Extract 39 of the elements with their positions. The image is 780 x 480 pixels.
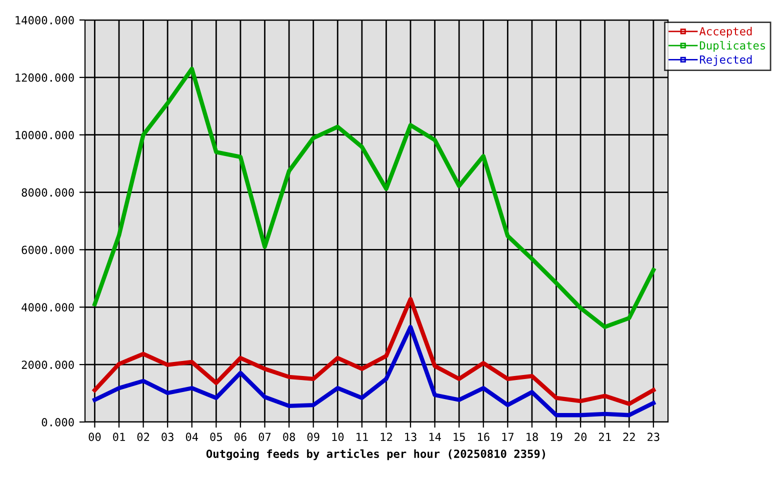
y-tick-label: 0.000 [42,418,74,426]
x-tick-label: 02 [137,432,150,442]
x-tick-label: 07 [258,432,271,442]
x-tick-label: 03 [162,432,174,442]
x-tick-label: 20 [574,432,587,442]
x-tick-label: 16 [478,432,490,442]
x-axis-title: Outgoing feeds by articles per hour (20250810 2359) [206,448,546,460]
x-tick-label: 17 [502,432,514,441]
legend-label: Rejected [700,55,752,66]
y-tick-label: 10000.000 [16,130,74,140]
x-tick-label: 11 [356,432,368,441]
x-tick-label: 01 [113,432,125,442]
x-tick-label: 08 [283,432,296,442]
y-tick-label: 14000.000 [16,16,74,24]
y-tick-label: 8000.000 [22,188,74,197]
line-series [92,297,656,406]
x-tick-label: 00 [88,432,101,442]
x-tick-label: 12 [380,432,392,441]
y-tick-label: 2000.000 [22,360,74,369]
line-series [92,324,656,418]
y-tick-label: 6000.000 [22,246,74,254]
legend-label: Duplicates [700,40,765,52]
x-tick-label: 06 [234,432,246,442]
x-tick-label: 10 [332,432,344,442]
x-tick-label: 19 [550,432,562,442]
x-tick-label: 09 [307,432,320,442]
x-tick-label: 22 [623,432,635,441]
legend-label: Accepted [699,26,752,38]
x-tick-label: 14 [429,432,441,441]
line-series [92,66,656,330]
x-tick-label: 23 [648,432,660,442]
x-tick-label: 05 [210,432,222,442]
x-tick-label: 18 [526,432,538,442]
x-tick-label: 15 [454,432,465,442]
y-tick-label: 12000.000 [16,73,74,82]
x-tick-label: 21 [598,432,611,441]
x-tick-label: 04 [186,432,198,442]
y-tick-label: 4000.000 [22,303,74,312]
x-tick-label: 13 [405,432,416,442]
